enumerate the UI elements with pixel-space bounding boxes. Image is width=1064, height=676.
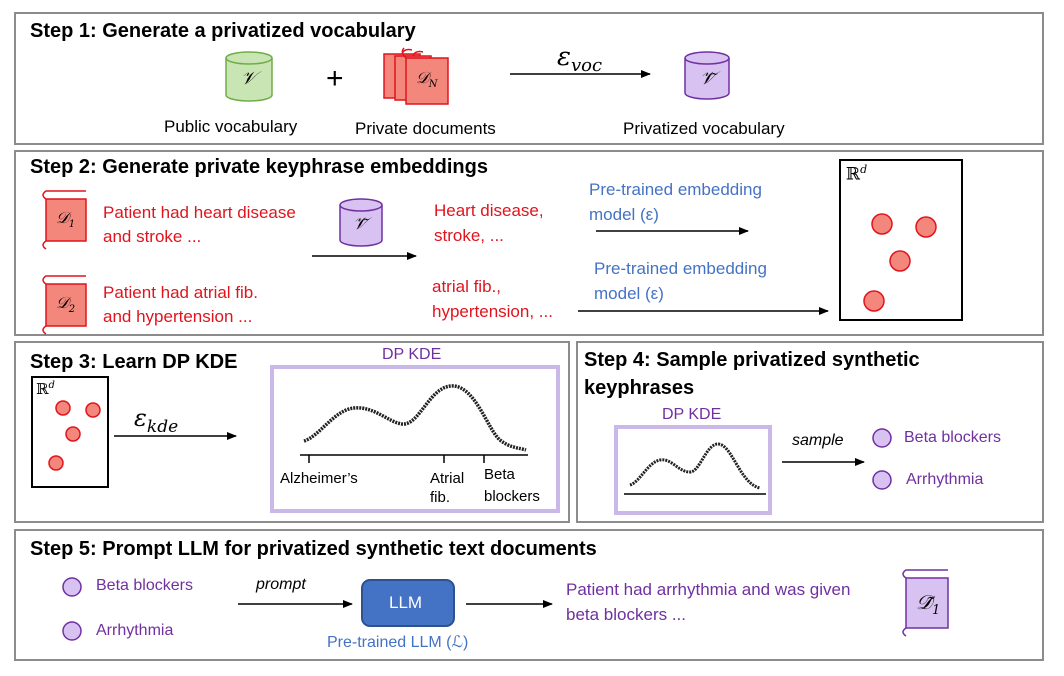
step5-title: Step 5: Prompt LLM for privatized synthe… — [30, 538, 597, 560]
private-documents-label: Private documents — [355, 119, 496, 138]
step4-item-beta-blockers: Beta blockers — [904, 429, 1001, 446]
step5-bullet — [62, 621, 82, 641]
private-doc-symbol: 𝒟N — [416, 68, 438, 91]
private-documents-stack-icon — [383, 47, 449, 105]
step3-point — [85, 402, 101, 418]
embedding-point — [915, 216, 937, 238]
doc1-text-line1: Patient had heart disease — [103, 203, 296, 222]
prompt-label: prompt — [256, 576, 306, 593]
epsilon-kde-label: εkde — [134, 404, 179, 437]
output-doc-symbol: 𝒟̃1 — [916, 590, 941, 618]
keyphrases1-line1: Heart disease, — [434, 201, 544, 220]
step4-bullet — [872, 470, 892, 490]
llm-box — [361, 579, 455, 627]
doc1-text-line2: and stroke ... — [103, 227, 202, 246]
doc2-scroll-icon — [42, 275, 87, 335]
step2-space-label: ℝd — [846, 163, 868, 185]
step3-point — [55, 400, 71, 416]
doc1-scroll-icon — [42, 190, 87, 250]
step4-title-line1: Step 4: Sample privatized synthetic — [584, 349, 920, 371]
public-vocab-symbol: 𝒱 — [241, 68, 256, 89]
beta-label-line1: Beta — [484, 466, 515, 483]
output-doc-scroll-icon — [902, 569, 949, 637]
embedding-point — [871, 213, 893, 235]
step3-point — [48, 455, 64, 471]
step3-title: Step 3: Learn DP KDE — [30, 351, 238, 373]
embedding-space-box — [839, 159, 963, 321]
step5-bullet — [62, 577, 82, 597]
step4-bullet — [872, 428, 892, 448]
embedding-point — [863, 290, 885, 312]
keyphrases2-line2: hypertension, ... — [432, 302, 553, 321]
step3-kde-curve — [303, 384, 527, 452]
doc2-text-line1: Patient had atrial fib. — [103, 283, 258, 302]
doc1-symbol: 𝒟1 — [56, 208, 76, 231]
alzheimers-label: Alzheimer’s — [280, 470, 358, 487]
model1-line2: model (ε) — [589, 205, 659, 224]
output-text-line1: Patient had arrhythmia and was given — [566, 580, 851, 599]
step5-item-beta-blockers: Beta blockers — [96, 577, 193, 594]
embedding-point — [889, 250, 911, 272]
llm-label: LLM — [389, 593, 423, 612]
doc2-symbol: 𝒟2 — [56, 293, 76, 316]
step5-panel — [14, 529, 1044, 661]
privatized-vocab-symbol: 𝒱̃ — [700, 68, 715, 89]
privatized-vocabulary-cylinder-icon — [684, 51, 730, 100]
output-text-line2: beta blockers ... — [566, 605, 687, 624]
doc2-text-line2: and hypertension ... — [103, 307, 253, 326]
step4-item-arrhythmia: Arrhythmia — [906, 471, 984, 488]
keyphrases1-line2: stroke, ... — [434, 226, 504, 245]
epsilon-voc-label: εvoc — [557, 42, 603, 77]
atrial-label-line1: Atrial — [430, 470, 465, 487]
model2-line2: model (ε) — [594, 284, 664, 303]
model1-line1: Pre-trained embedding — [589, 180, 762, 199]
step4-kde-curve — [629, 442, 761, 490]
step1-panel — [14, 12, 1044, 145]
step2-vocabulary-cylinder-icon — [339, 198, 383, 247]
step3-point — [65, 426, 81, 442]
sample-label: sample — [792, 432, 844, 449]
step2-title: Step 2: Generate private keyphrase embed… — [30, 156, 488, 178]
llm-caption: Pre-trained LLM (ℒ) — [327, 634, 469, 651]
step4-kde-title: DP KDE — [662, 406, 722, 423]
public-vocabulary-label: Public vocabulary — [164, 117, 298, 136]
public-vocabulary-cylinder-icon — [225, 51, 273, 102]
plus-sign: + — [326, 62, 344, 95]
step5-item-arrhythmia: Arrhythmia — [96, 622, 174, 639]
step3-kde-frame — [270, 365, 560, 513]
step4-title-line2: keyphrases — [584, 377, 695, 399]
step3-space-label: ℝd — [36, 380, 55, 398]
step1-title: Step 1: Generate a privatized vocabulary — [30, 20, 416, 42]
model2-line1: Pre-trained embedding — [594, 259, 767, 278]
step3-kde-title: DP KDE — [382, 346, 442, 363]
step2-vocab-symbol: 𝒱̃ — [353, 214, 368, 234]
beta-label-line2: blockers — [484, 488, 540, 505]
privatized-vocabulary-label: Privatized vocabulary — [623, 119, 785, 138]
keyphrases2-line1: atrial fib., — [432, 277, 501, 296]
atrial-label-line2: fib. — [430, 489, 451, 506]
